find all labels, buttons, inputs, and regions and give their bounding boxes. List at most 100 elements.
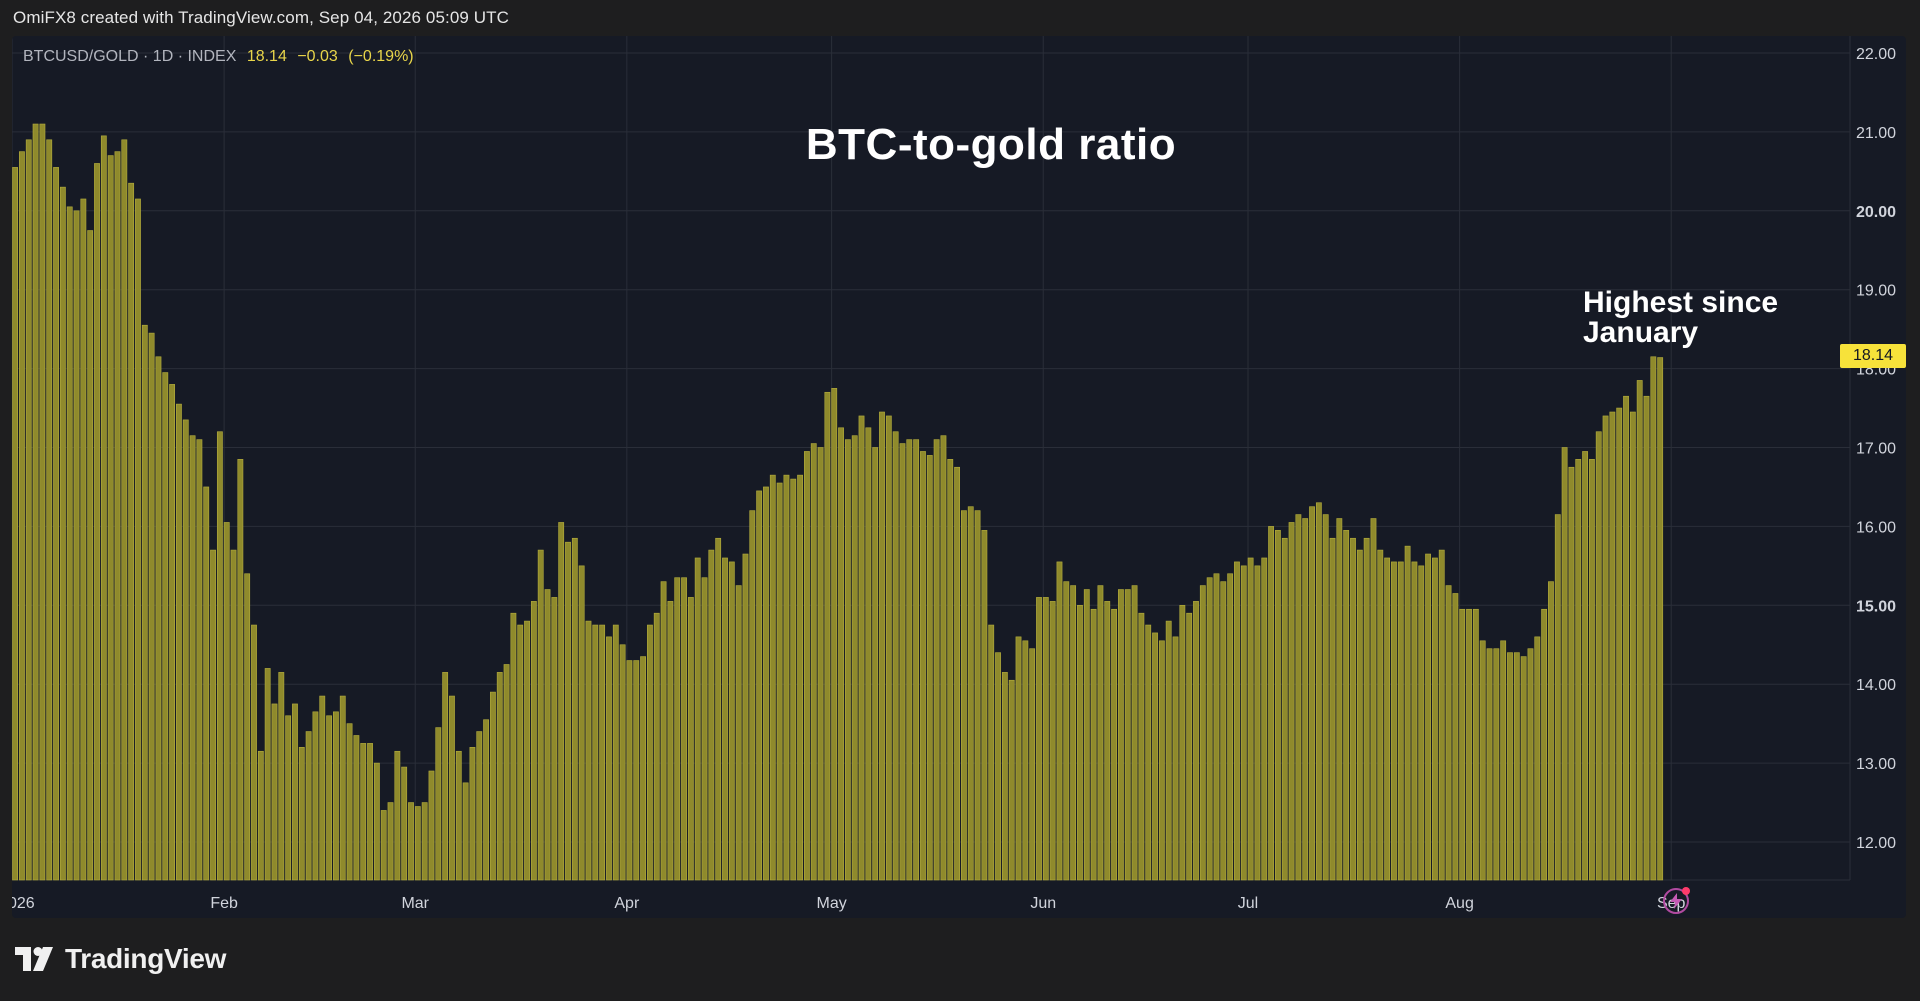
- chart-bar: [1049, 601, 1056, 881]
- chart-bar: [1568, 466, 1575, 881]
- chart-bar: [810, 443, 817, 881]
- chart-bar: [722, 557, 728, 881]
- chart-bar: [1507, 652, 1513, 881]
- chart-bar: [257, 750, 264, 881]
- chart-bar: [19, 151, 25, 881]
- chart-bar: [1356, 549, 1363, 881]
- chart-bar: [1315, 502, 1322, 881]
- chart-bar: [1001, 672, 1008, 881]
- chart-bar: [251, 624, 257, 881]
- chart-bar: [135, 198, 141, 881]
- chart-bar: [80, 198, 87, 881]
- chart-bar: [353, 735, 360, 881]
- chart-bar: [380, 810, 387, 881]
- chart-bar: [1418, 565, 1425, 881]
- chart-plot[interactable]: 22.0021.0020.0019.0018.0017.0016.0015.00…: [12, 36, 1906, 918]
- chart-bar: [524, 620, 530, 881]
- y-tick-label: 13.00: [1856, 756, 1896, 773]
- x-tick-label: Apr: [614, 895, 640, 912]
- chart-bar: [1015, 636, 1022, 881]
- chart-bar: [1377, 549, 1384, 881]
- chart-bar: [537, 549, 544, 881]
- chart-bar: [885, 415, 892, 881]
- legend-last-value: 18.14: [246, 48, 287, 65]
- chart-bar: [1397, 561, 1404, 881]
- chart-bar: [735, 585, 742, 881]
- chart-bar: [640, 656, 646, 881]
- chart-bar: [981, 530, 988, 881]
- chart-bar: [189, 435, 196, 881]
- chart-bar: [176, 403, 182, 881]
- chart-bar: [73, 210, 80, 881]
- highest-since-annotation: Highest since January: [1583, 288, 1843, 348]
- chart-bar: [216, 431, 223, 881]
- chart-bar: [1329, 537, 1336, 881]
- chart-bar: [926, 455, 933, 881]
- chart-bar: [1554, 514, 1561, 881]
- last-price-tag: 18.14: [1840, 344, 1906, 368]
- chart-bar: [346, 723, 353, 881]
- chart-bar: [162, 372, 169, 881]
- chart-bar: [1302, 518, 1309, 881]
- chart-bar: [1657, 357, 1664, 881]
- chart-bar: [114, 151, 121, 881]
- chart-bar: [483, 719, 489, 881]
- chart-bar: [1513, 652, 1520, 881]
- chart-bar: [1322, 514, 1329, 881]
- chart-bar: [1445, 585, 1452, 881]
- chart-bar: [954, 466, 960, 881]
- chart-bar: [1650, 356, 1657, 881]
- chart-bar: [1111, 608, 1117, 881]
- chart-bar: [1097, 585, 1104, 881]
- chart-bar: [503, 664, 510, 881]
- y-tick-label: 19.00: [1856, 283, 1896, 300]
- chart-bar: [421, 802, 428, 881]
- chart-bar: [1459, 608, 1466, 881]
- chart-bar: [121, 139, 128, 881]
- chart-bar: [1227, 573, 1234, 881]
- y-tick-label: 20.00: [1856, 204, 1896, 221]
- chart-bar: [1466, 608, 1472, 881]
- chart-bar: [312, 711, 319, 881]
- chart-bar: [32, 123, 39, 881]
- chart-bar: [237, 459, 244, 881]
- chart-bar: [39, 123, 46, 881]
- chart-pane[interactable]: 22.00 21.00 20.00 19.00 18.00 17.00 16.00 15.00…: [12, 36, 1906, 918]
- chart-bar: [790, 478, 797, 881]
- chart-bar: [1541, 608, 1548, 881]
- chart-bar: [1343, 530, 1350, 881]
- symbol-legend[interactable]: BTCUSD/GOLD · 1D · INDEX 18.14 −0.03 (−0…: [23, 48, 420, 66]
- chart-bar: [756, 490, 763, 881]
- chart-bar: [490, 691, 496, 881]
- chart-bar: [285, 715, 292, 881]
- chart-bar: [230, 549, 237, 881]
- chart-bar: [1131, 585, 1138, 881]
- chart-bar: [517, 624, 524, 881]
- chart-bar: [469, 747, 476, 881]
- chart-bar: [94, 163, 100, 881]
- chart-bar: [46, 139, 53, 881]
- chart-bar: [401, 766, 408, 881]
- tradingview-logo[interactable]: TradingView: [15, 943, 226, 975]
- chart-bar: [1575, 459, 1582, 881]
- chart-bar: [899, 443, 906, 881]
- lightning-alert-icon[interactable]: [1663, 887, 1690, 914]
- chart-bar: [544, 589, 551, 881]
- chart-bar: [742, 553, 749, 881]
- chart-bar: [1527, 648, 1534, 881]
- chart-bar: [203, 486, 210, 881]
- symbol-label[interactable]: BTCUSD/GOLD · 1D · INDEX: [23, 48, 237, 65]
- chart-bar: [1056, 561, 1063, 881]
- chart-bar: [961, 510, 967, 881]
- chart-bar: [264, 668, 271, 881]
- chart-bar: [1486, 648, 1493, 881]
- chart-bar: [592, 624, 599, 881]
- chart-bar: [1220, 581, 1227, 881]
- chart-bar: [920, 451, 926, 881]
- annotation-line-1: Highest since: [1583, 286, 1779, 319]
- chart-bar: [1240, 565, 1247, 881]
- chart-bar: [59, 186, 66, 881]
- chart-bar: [1609, 411, 1616, 881]
- chart-bar: [1158, 640, 1165, 881]
- chart-bar: [1104, 601, 1111, 881]
